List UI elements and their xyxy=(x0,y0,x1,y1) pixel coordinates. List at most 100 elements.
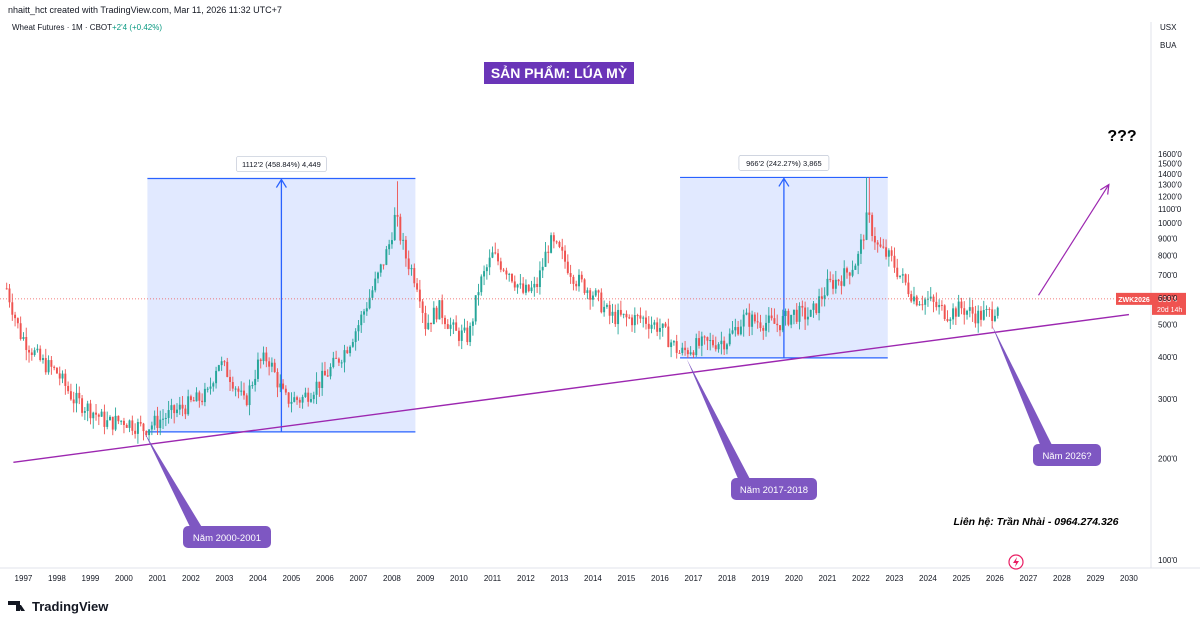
candle-body xyxy=(189,396,192,401)
y-tick-label: 1200'0 xyxy=(1158,192,1182,201)
callout-box[interactable] xyxy=(183,526,271,548)
unit-label[interactable]: BUA xyxy=(1160,41,1177,50)
currency-label[interactable]: USX xyxy=(1160,23,1177,32)
candle-body xyxy=(996,307,999,316)
lightning-bolt-icon xyxy=(1013,557,1019,567)
candle-body xyxy=(223,361,226,363)
callout-label: Năm 2017-2018 xyxy=(740,485,808,496)
symbol-tag-bg xyxy=(1116,292,1152,305)
x-tick-label: 2011 xyxy=(484,574,502,583)
x-tick-label: 2008 xyxy=(383,574,401,583)
price-change: +2'4 (+0.42%) xyxy=(112,23,162,32)
projection-arrow[interactable] xyxy=(1037,184,1110,296)
candle-body xyxy=(552,235,555,242)
candle-body xyxy=(444,317,446,325)
x-tick-label: 2016 xyxy=(651,574,669,583)
candle-body xyxy=(170,405,173,411)
candle-body xyxy=(92,412,95,419)
candle-body xyxy=(159,419,162,429)
candle-body xyxy=(393,214,396,241)
candle-body xyxy=(480,276,483,293)
candle-body xyxy=(603,306,606,313)
candle-body xyxy=(162,418,165,420)
y-tick-label: 1400'0 xyxy=(1158,170,1182,179)
candle-body xyxy=(14,314,17,319)
candle-body xyxy=(95,412,98,415)
candle-body xyxy=(259,359,262,362)
measure-arrow-head xyxy=(778,177,790,187)
candle-body xyxy=(128,420,131,428)
candle-body xyxy=(142,423,145,432)
x-tick-label: 2003 xyxy=(216,574,234,583)
candle-body xyxy=(483,271,486,277)
candle-body xyxy=(284,388,287,393)
candle-body xyxy=(413,268,416,284)
candle-body xyxy=(756,321,759,323)
candle-body xyxy=(455,322,458,331)
candle-body xyxy=(868,212,871,215)
x-tick-label: 2025 xyxy=(953,574,971,583)
candle-body xyxy=(265,352,268,362)
x-tick-label: 1997 xyxy=(15,574,33,583)
x-tick-label: 2027 xyxy=(1020,574,1038,583)
x-tick-label: 2001 xyxy=(149,574,167,583)
candle-body xyxy=(296,397,299,400)
candle-body xyxy=(873,236,876,243)
x-tick-label: 2019 xyxy=(752,574,770,583)
candle-body xyxy=(226,361,229,377)
tradingview-logo[interactable]: TradingView xyxy=(8,599,109,614)
candle-body xyxy=(887,250,890,257)
support-trendline[interactable] xyxy=(13,313,1130,463)
candle-body xyxy=(706,337,709,341)
candle-body xyxy=(689,352,692,355)
x-tick-label: 2023 xyxy=(886,574,904,583)
candle-body xyxy=(298,399,301,403)
candle-body xyxy=(502,269,505,271)
y-tick-label: 100'0 xyxy=(1158,556,1178,565)
symbol-line[interactable]: Wheat Futures · 1M · CBOT xyxy=(12,23,112,32)
candle-body xyxy=(773,318,776,324)
candle-body xyxy=(326,375,329,377)
candle-body xyxy=(97,414,100,417)
candle-body xyxy=(935,301,938,308)
candle-body xyxy=(329,366,332,377)
candle-body xyxy=(804,307,807,320)
callout-box[interactable] xyxy=(1033,444,1101,466)
x-tick-label: 1998 xyxy=(48,574,66,583)
callout-box[interactable] xyxy=(731,478,817,500)
candle-body xyxy=(513,281,516,288)
candle-body xyxy=(254,378,257,386)
candle-body xyxy=(776,323,779,326)
candle-body xyxy=(748,312,751,327)
price-tag-bg xyxy=(1152,292,1186,315)
x-tick-label: 2004 xyxy=(249,574,267,583)
candle-body xyxy=(332,357,335,367)
candle-body xyxy=(703,336,706,338)
candle-body xyxy=(505,270,508,275)
candle-body xyxy=(343,350,346,363)
candle-body xyxy=(642,317,645,319)
time-axis[interactable]: 1997 1998 1999 2000 2001 2002 2003 2004 2005 2006… xyxy=(15,574,1139,583)
y-tick-label: 900'0 xyxy=(1158,234,1178,243)
y-tick-label: 300'0 xyxy=(1158,395,1178,404)
candle-body xyxy=(885,247,888,257)
x-tick-label: 2022 xyxy=(852,574,870,583)
candle-body xyxy=(982,310,985,320)
candle-body xyxy=(639,315,642,319)
y-tick-label: 1100'0 xyxy=(1158,205,1182,214)
candle-body xyxy=(737,327,740,335)
candle-body xyxy=(524,284,527,293)
candle-body xyxy=(178,404,181,410)
price-axis[interactable]: 100'0 200'0 300'0 400'0 500'0 600'0 700'0 800'0… xyxy=(1158,150,1182,565)
y-tick-label: 800'0 xyxy=(1158,252,1178,261)
candle-body xyxy=(293,397,296,402)
candle-body xyxy=(779,325,781,331)
candle-body xyxy=(463,327,466,331)
candle-body xyxy=(700,336,703,346)
candle-body xyxy=(312,394,315,400)
candle-body xyxy=(153,415,156,426)
candle-body xyxy=(315,381,318,395)
candle-body xyxy=(714,345,717,350)
candle-body xyxy=(318,381,321,388)
